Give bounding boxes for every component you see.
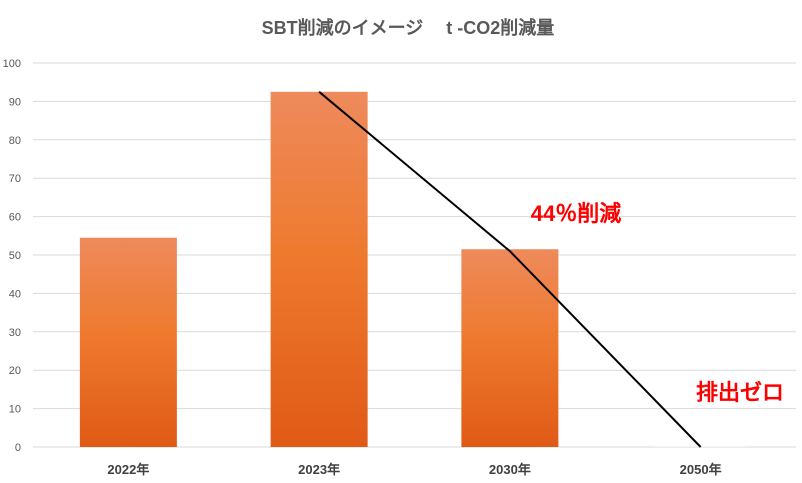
bar-2023年 (270, 91, 368, 448)
y-tick-label: 20 (9, 365, 21, 377)
y-tick-label: 70 (9, 173, 21, 185)
x-axis-ticks: 2022年 2023年 2030年 2050年 (107, 462, 721, 477)
y-tick-label: 40 (9, 288, 21, 300)
y-tick-label: 100 (3, 58, 21, 70)
annotation-reduction: 44％削減 (531, 201, 621, 226)
y-axis-ticks: 0 10 20 30 40 50 60 70 80 90 100 (3, 58, 21, 454)
x-tick-label: 2030年 (489, 462, 531, 477)
y-tick-label: 80 (9, 135, 21, 147)
chart-title: SBT削減のイメージ t -CO2削減量 (262, 17, 555, 38)
x-tick-label: 2050年 (680, 462, 722, 477)
y-tick-label: 60 (9, 212, 21, 224)
annotation-zero-emission: 排出ゼロ (696, 380, 784, 405)
x-tick-label: 2022年 (107, 462, 149, 477)
bar-2022年 (79, 237, 177, 447)
trend-line (318, 91, 702, 448)
trend-line-group (318, 91, 702, 448)
y-tick-label: 10 (9, 404, 21, 416)
y-tick-label: 30 (9, 327, 21, 339)
y-tick-label: 90 (9, 96, 21, 108)
y-tick-label: 50 (9, 250, 21, 262)
bars (79, 91, 750, 448)
y-tick-label: 0 (15, 442, 21, 454)
bar-2030年 (461, 249, 559, 447)
x-tick-label: 2023年 (298, 462, 340, 477)
